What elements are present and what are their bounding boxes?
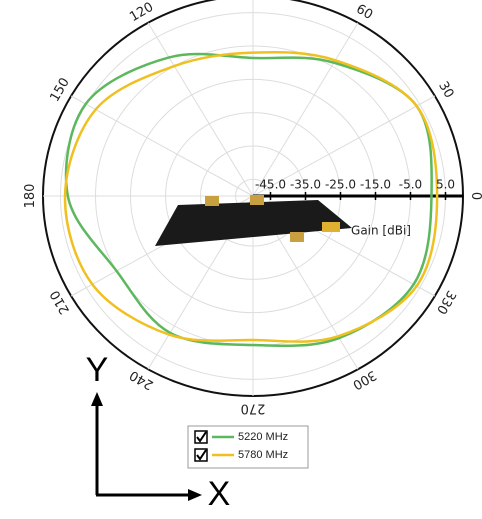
legend: 5220 MHz 5780 MHz: [187, 425, 309, 469]
r-axis-label: Gain [dBi]: [351, 224, 411, 238]
x-label: X: [208, 475, 231, 513]
x-arrow-head: [188, 489, 202, 501]
grid-spoke: [252, 95, 436, 197]
theta-tick-label: 60: [353, 2, 375, 23]
grid-spoke: [70, 95, 254, 197]
legend-label: 5220 MHz: [238, 431, 288, 443]
grid: [42, 0, 464, 397]
board-photo: [155, 195, 352, 246]
theta-tick-label: 0: [468, 192, 482, 200]
legend-label: 5780 MHz: [238, 449, 288, 461]
theta-tick-label: 180: [23, 184, 38, 209]
grid-spoke: [147, 22, 254, 197]
r-tick-label: -15.0: [360, 178, 391, 192]
curves: [63, 50, 439, 348]
r-tick-label: -35.0: [290, 178, 321, 192]
theta-tick-label: 270: [241, 401, 266, 416]
theta-tick-label: 30: [435, 79, 456, 101]
grid-spoke: [252, 22, 359, 197]
r-tick-label: -5.0: [399, 178, 422, 192]
legend-box: [187, 425, 309, 469]
y-label: Y: [86, 351, 109, 389]
legend-check: [196, 431, 207, 443]
r-tick-label: 5.0: [436, 178, 455, 192]
connector: [322, 222, 340, 232]
axes-arrows: Y X: [86, 351, 231, 513]
board: [155, 200, 352, 246]
connector: [205, 196, 219, 206]
legend-check: [196, 449, 207, 461]
series-line: [64, 52, 433, 348]
r-tick-label: -45.0: [255, 178, 286, 192]
r-tick-label: -25.0: [325, 178, 356, 192]
connector: [290, 232, 304, 242]
y-arrow-head: [91, 392, 103, 406]
series-line: [63, 50, 439, 343]
connector: [250, 195, 264, 205]
